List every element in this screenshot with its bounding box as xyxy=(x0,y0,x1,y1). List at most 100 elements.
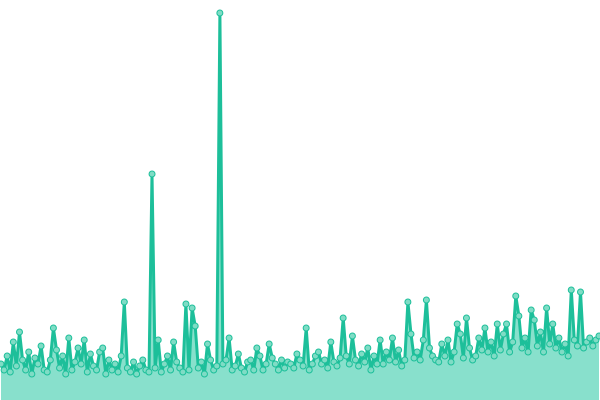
data-point xyxy=(160,360,168,368)
data-point xyxy=(130,358,138,366)
data-point xyxy=(425,344,433,352)
data-point xyxy=(83,368,91,376)
data-point xyxy=(49,324,57,332)
data-point xyxy=(422,296,430,304)
data-point xyxy=(518,344,526,352)
data-point xyxy=(302,324,310,332)
data-point xyxy=(370,352,378,360)
series-line xyxy=(0,11,600,376)
data-point xyxy=(472,352,480,360)
data-points xyxy=(0,9,600,378)
data-point xyxy=(506,348,514,356)
data-point xyxy=(225,334,233,342)
data-point xyxy=(373,360,381,368)
data-point xyxy=(185,366,193,374)
data-point xyxy=(561,340,569,348)
data-point xyxy=(382,348,390,356)
data-point xyxy=(444,336,452,344)
data-point xyxy=(108,366,116,374)
data-point xyxy=(466,344,474,352)
data-point xyxy=(207,356,215,364)
data-point xyxy=(154,336,162,344)
data-point xyxy=(573,342,581,350)
data-point xyxy=(262,360,270,368)
data-point xyxy=(487,338,495,346)
data-point xyxy=(552,344,560,352)
data-point xyxy=(188,304,196,312)
data-point xyxy=(25,348,33,356)
data-point xyxy=(281,364,289,372)
data-point xyxy=(46,356,54,364)
data-point xyxy=(194,364,202,372)
data-point xyxy=(453,320,461,328)
data-point xyxy=(416,356,424,364)
data-point xyxy=(527,306,535,314)
data-point xyxy=(102,370,110,378)
data-point xyxy=(555,334,563,342)
data-point xyxy=(86,350,94,358)
data-point xyxy=(379,360,387,368)
data-point xyxy=(133,370,141,378)
data-point xyxy=(407,330,415,338)
data-point xyxy=(126,368,134,376)
data-point xyxy=(355,362,363,370)
data-point xyxy=(435,358,443,366)
data-point xyxy=(278,356,286,364)
data-point xyxy=(333,362,341,370)
data-point xyxy=(136,362,144,370)
data-point xyxy=(570,336,578,344)
data-point xyxy=(438,340,446,348)
data-point xyxy=(52,346,60,354)
data-point xyxy=(530,316,538,324)
data-point xyxy=(105,356,113,364)
data-point xyxy=(65,334,73,342)
data-point xyxy=(12,362,20,370)
data-point xyxy=(509,338,517,346)
data-point xyxy=(3,352,11,360)
data-point xyxy=(388,334,396,342)
data-point xyxy=(490,352,498,360)
data-point xyxy=(120,298,128,306)
data-point xyxy=(6,368,14,376)
data-point xyxy=(145,368,153,376)
data-point xyxy=(564,352,572,360)
data-point xyxy=(253,344,261,352)
data-point xyxy=(167,366,175,374)
data-point xyxy=(456,330,464,338)
data-point xyxy=(358,350,366,358)
data-point xyxy=(348,332,356,340)
data-point xyxy=(265,340,273,348)
data-point xyxy=(533,342,541,350)
data-point xyxy=(395,346,403,354)
data-point xyxy=(234,350,242,358)
data-point xyxy=(481,324,489,332)
data-point xyxy=(37,342,45,350)
data-point xyxy=(385,356,393,364)
data-point xyxy=(271,360,279,368)
data-point xyxy=(148,170,156,178)
data-point xyxy=(305,366,313,374)
data-point xyxy=(151,364,159,372)
data-point xyxy=(521,334,529,342)
data-point xyxy=(364,344,372,352)
data-point xyxy=(299,362,307,370)
data-point xyxy=(197,358,205,366)
data-point xyxy=(247,356,255,364)
data-point xyxy=(549,320,557,328)
data-point xyxy=(0,366,8,374)
data-point xyxy=(268,354,276,362)
data-point xyxy=(59,352,67,360)
data-point xyxy=(182,300,190,308)
data-point xyxy=(74,344,82,352)
data-point xyxy=(419,336,427,344)
data-point xyxy=(404,298,412,306)
data-point xyxy=(392,358,400,366)
data-point xyxy=(493,320,501,328)
data-point xyxy=(447,358,455,366)
data-point xyxy=(484,348,492,356)
data-point xyxy=(163,352,171,360)
data-point xyxy=(179,368,187,376)
data-point xyxy=(9,338,17,346)
data-point xyxy=(376,336,384,344)
data-point xyxy=(173,358,181,366)
